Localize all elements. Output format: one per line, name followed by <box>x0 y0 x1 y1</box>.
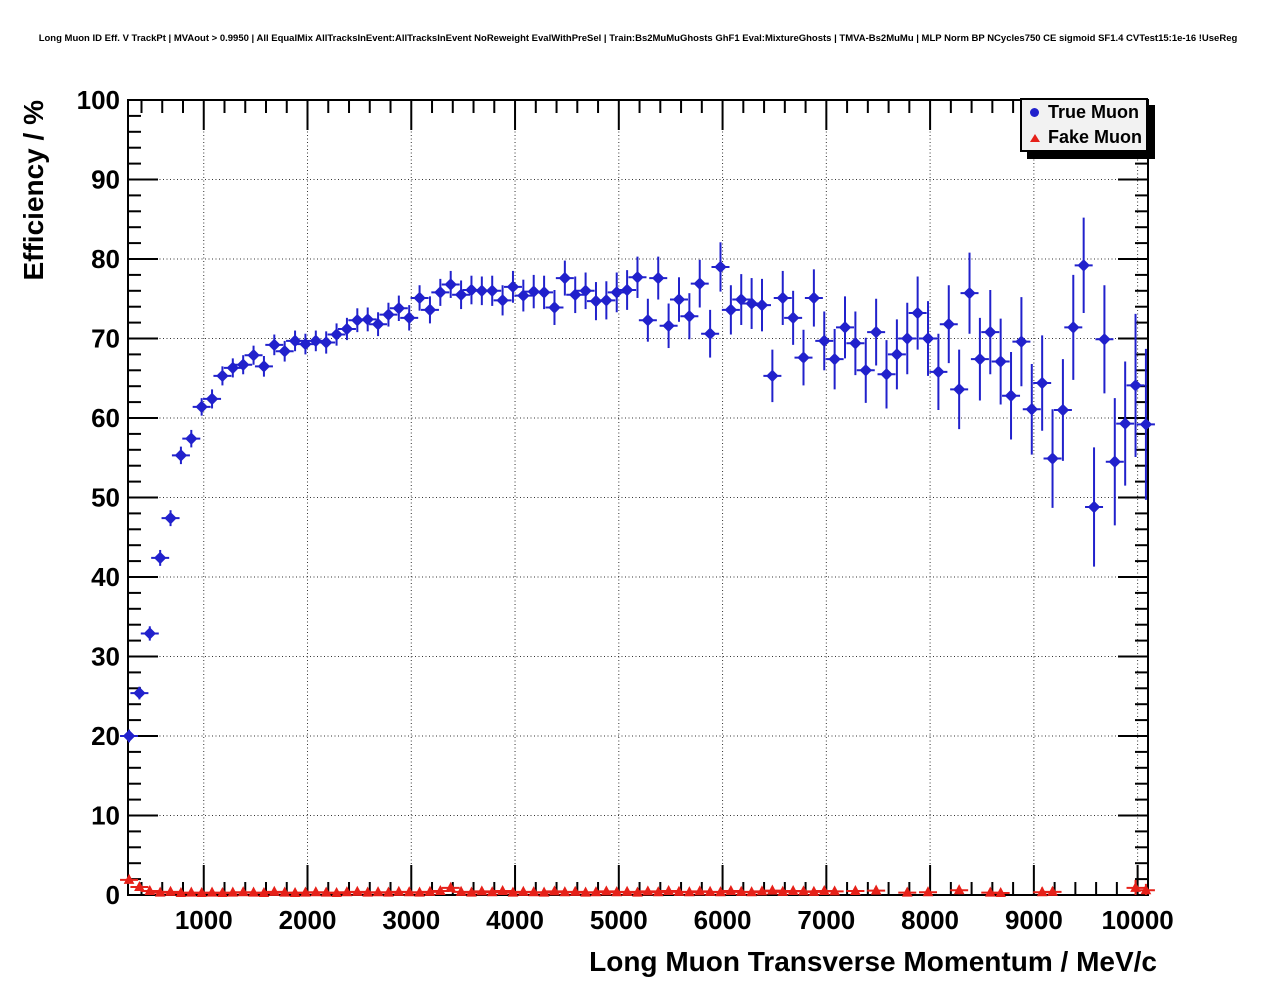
svg-text:10: 10 <box>91 801 120 831</box>
svg-text:80: 80 <box>91 244 120 274</box>
legend: True Muon Fake Muon <box>1020 98 1148 152</box>
svg-text:10000: 10000 <box>1101 905 1173 935</box>
x-tick-labels: 1000 2000 3000 4000 5000 6000 7000 8000 9000 1000… <box>175 905 1174 935</box>
svg-text:4000: 4000 <box>486 905 544 935</box>
y-axis-title: Efficiency / % <box>18 100 49 281</box>
x-axis-title: Long Muon Transverse Momentum / MeV/c <box>589 946 1157 977</box>
fake-muon-points <box>120 873 1155 898</box>
svg-text:40: 40 <box>91 562 120 592</box>
gridlines <box>128 100 1148 895</box>
legend-row-true-muon: True Muon <box>1022 100 1146 125</box>
plot-frame <box>127 99 1149 896</box>
svg-text:7000: 7000 <box>797 905 855 935</box>
svg-text:1000: 1000 <box>175 905 233 935</box>
svg-text:60: 60 <box>91 403 120 433</box>
svg-text:9000: 9000 <box>1005 905 1063 935</box>
svg-text:70: 70 <box>91 324 120 354</box>
legend-row-fake-muon: Fake Muon <box>1022 125 1146 150</box>
y-tick-labels: 0 10 20 30 40 50 60 70 80 90 100 <box>77 85 120 910</box>
svg-text:5000: 5000 <box>590 905 648 935</box>
svg-text:100: 100 <box>77 85 120 115</box>
true-muon-points <box>120 217 1155 743</box>
svg-text:20: 20 <box>91 721 120 751</box>
legend-label-fake-muon: Fake Muon <box>1048 127 1143 147</box>
svg-text:30: 30 <box>91 642 120 672</box>
svg-text:2000: 2000 <box>279 905 337 935</box>
plot-title: Long Muon ID Eff. V TrackPt | MVAout > 0… <box>38 33 1238 44</box>
svg-text:50: 50 <box>91 483 120 513</box>
fake-muon-marker-icon <box>1030 133 1040 142</box>
axis-ticks <box>128 99 1148 896</box>
svg-text:6000: 6000 <box>694 905 752 935</box>
svg-text:0: 0 <box>106 880 120 910</box>
legend-label-true-muon: True Muon <box>1048 102 1139 122</box>
true-muon-marker-icon <box>1030 108 1039 117</box>
svg-text:3000: 3000 <box>382 905 440 935</box>
svg-text:8000: 8000 <box>901 905 959 935</box>
svg-text:90: 90 <box>91 165 120 195</box>
